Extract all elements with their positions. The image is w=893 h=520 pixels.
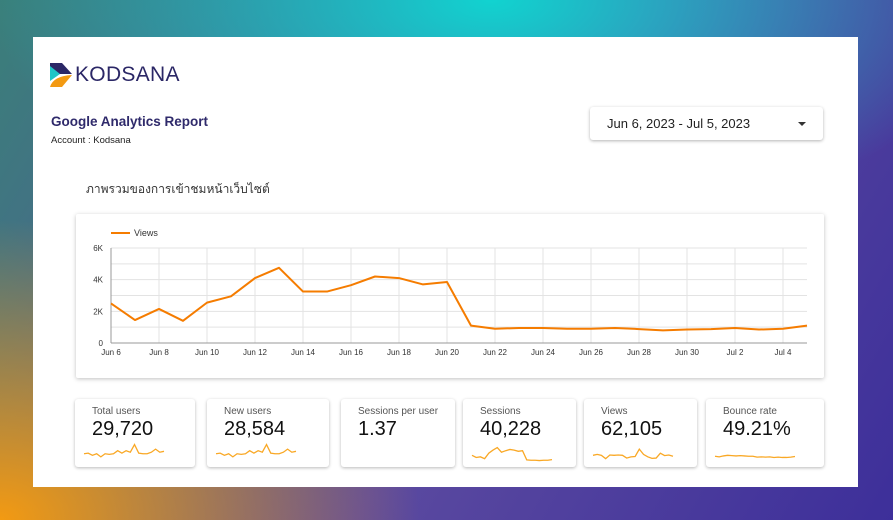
scorecard-value: 62,105 [601,418,663,440]
scorecard-value: 29,720 [92,418,154,440]
x-tick-label: Jun 8 [149,348,169,357]
scorecard-value: 28,584 [224,418,286,440]
caret-down-icon [798,121,806,126]
logo-text: KODSANA [75,63,180,86]
x-tick-label: Jun 28 [627,348,652,357]
scorecard-sessions-per-user[interactable]: Sessions per user 1.37 [341,399,455,467]
x-tick-label: Jun 16 [339,348,364,357]
sparkline-path [83,443,165,458]
x-tick-label: Jul 2 [727,348,744,357]
y-tick-label: 2K [93,307,103,316]
x-tick-label: Jun 14 [291,348,316,357]
x-tick-label: Jun 6 [101,348,121,357]
x-tick-label: Jun 18 [387,348,412,357]
scorecard-new-users[interactable]: New users 28,584 [207,399,329,467]
report-panel: KODSANA Google Analytics Report Account … [33,37,858,487]
scorecard-label: Sessions per user [358,406,439,417]
section-title: ภาพรวมของการเข้าชมหน้าเว็บไซต์ [86,182,270,196]
kodsana-logo: KODSANA [50,63,180,87]
sparkline [215,443,297,458]
scorecard-value: 49.21% [723,418,791,440]
views-line-chart: 0 2K 4K 6K Jun 6 Jun 8 Jun 10 Jun 12 Jun 14 Jun 1… [76,214,824,378]
x-tick-label: Jun 10 [195,348,220,357]
scorecard-total-users[interactable]: Total users 29,720 [75,399,195,467]
sparkline-path [471,446,553,462]
sparkline [592,448,674,460]
sparkline-path [714,454,796,459]
views-series-line [110,266,808,332]
scorecard-label: Total users [92,406,141,417]
legend-label: Views [134,228,158,238]
y-tick-label: 0 [99,339,104,348]
x-tick-label: Jun 26 [579,348,604,357]
date-range-value: Jun 6, 2023 - Jul 5, 2023 [607,116,751,131]
x-tick-label: Jul 4 [775,348,792,357]
page-title: Google Analytics Report [51,114,209,129]
scorecard-value: 1.37 [358,418,397,440]
kodsana-logo-icon [50,63,72,87]
scorecard-value: 40,228 [480,418,542,440]
x-tick-label: Jun 30 [675,348,700,357]
sparkline [471,446,553,462]
scorecard-label: New users [224,406,272,417]
scorecard-bounce-rate[interactable]: Bounce rate 49.21% [706,399,824,467]
sparkline-path [592,448,674,460]
scorecard-label: Sessions [480,406,521,417]
sparkline [714,454,796,459]
scorecard-sessions[interactable]: Sessions 40,228 [463,399,576,467]
sparkline [83,443,165,458]
x-tick-label: Jun 12 [243,348,268,357]
x-tick-label: Jun 20 [435,348,460,357]
account-label: Account : Kodsana [51,135,131,146]
date-range-picker[interactable]: Jun 6, 2023 - Jul 5, 2023 [590,107,823,140]
scorecard-label: Views [601,406,628,417]
scorecard-views[interactable]: Views 62,105 [584,399,697,467]
y-tick-label: 4K [93,276,103,285]
x-tick-label: Jun 22 [483,348,508,357]
x-tick-label: Jun 24 [531,348,556,357]
y-tick-label: 6K [93,244,103,253]
scorecard-label: Bounce rate [723,406,777,417]
sparkline-path [215,443,297,458]
